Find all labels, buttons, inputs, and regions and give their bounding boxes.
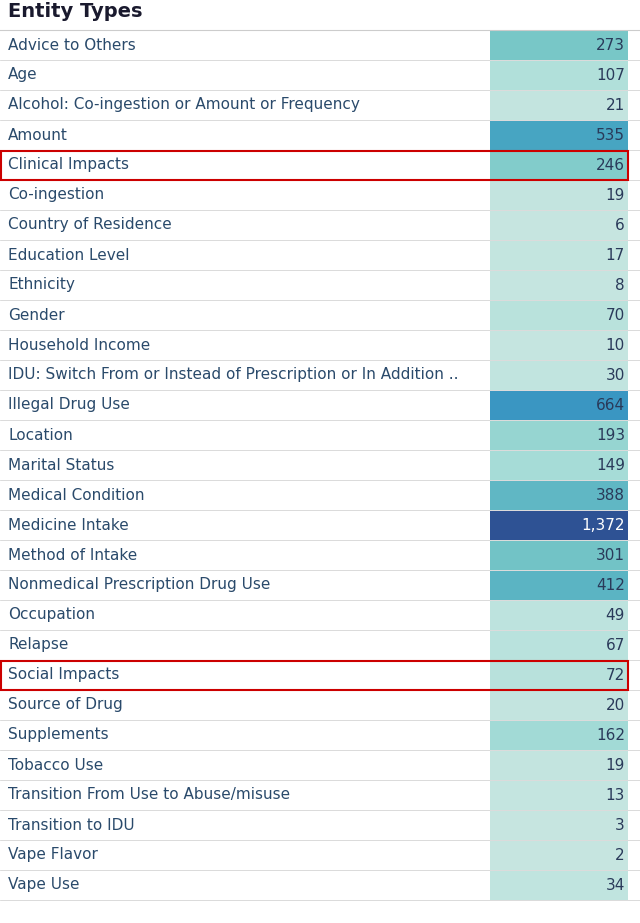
Bar bbox=[490, 570, 628, 600]
Bar bbox=[490, 750, 628, 780]
Text: 3: 3 bbox=[615, 818, 625, 833]
Text: 535: 535 bbox=[596, 127, 625, 142]
Text: Vape Flavor: Vape Flavor bbox=[8, 847, 98, 862]
Bar bbox=[490, 661, 628, 689]
Bar bbox=[490, 870, 628, 900]
Bar bbox=[490, 30, 628, 59]
Bar bbox=[490, 690, 628, 720]
Text: Gender: Gender bbox=[8, 307, 65, 322]
Text: Nonmedical Prescription Drug Use: Nonmedical Prescription Drug Use bbox=[8, 578, 270, 593]
Text: Entity Types: Entity Types bbox=[8, 2, 143, 21]
Bar bbox=[490, 421, 628, 450]
Bar bbox=[490, 121, 628, 150]
Bar bbox=[490, 181, 628, 210]
Text: 10: 10 bbox=[605, 338, 625, 353]
Bar bbox=[490, 541, 628, 569]
Text: 664: 664 bbox=[596, 398, 625, 413]
Text: 193: 193 bbox=[596, 427, 625, 442]
Bar bbox=[490, 841, 628, 869]
Text: Advice to Others: Advice to Others bbox=[8, 38, 136, 53]
Text: Supplements: Supplements bbox=[8, 727, 109, 742]
Bar bbox=[1, 150, 628, 179]
Bar bbox=[490, 601, 628, 629]
Bar bbox=[490, 390, 628, 419]
Bar bbox=[490, 90, 628, 119]
Text: 70: 70 bbox=[605, 307, 625, 322]
Text: 2: 2 bbox=[616, 847, 625, 862]
Bar bbox=[490, 810, 628, 840]
Text: 412: 412 bbox=[596, 578, 625, 593]
Text: Medicine Intake: Medicine Intake bbox=[8, 518, 129, 533]
Text: Vape Use: Vape Use bbox=[8, 878, 79, 893]
Text: Medical Condition: Medical Condition bbox=[8, 487, 145, 502]
Text: 107: 107 bbox=[596, 67, 625, 82]
Text: Transition to IDU: Transition to IDU bbox=[8, 818, 134, 833]
Text: 301: 301 bbox=[596, 547, 625, 562]
Bar bbox=[1, 661, 628, 689]
Text: 17: 17 bbox=[605, 247, 625, 262]
Bar bbox=[490, 330, 628, 359]
Text: Marital Status: Marital Status bbox=[8, 458, 115, 473]
Text: 30: 30 bbox=[605, 367, 625, 382]
Text: Source of Drug: Source of Drug bbox=[8, 698, 123, 713]
Text: 19: 19 bbox=[605, 758, 625, 773]
Text: Illegal Drug Use: Illegal Drug Use bbox=[8, 398, 130, 413]
Text: Household Income: Household Income bbox=[8, 338, 150, 353]
Bar bbox=[490, 301, 628, 330]
Text: 13: 13 bbox=[605, 787, 625, 802]
Text: IDU: Switch From or Instead of Prescription or In Addition ..: IDU: Switch From or Instead of Prescript… bbox=[8, 367, 458, 382]
Bar bbox=[490, 270, 628, 299]
Bar bbox=[490, 721, 628, 749]
Bar bbox=[490, 510, 628, 540]
Bar bbox=[490, 150, 628, 179]
Text: 49: 49 bbox=[605, 607, 625, 622]
Text: Occupation: Occupation bbox=[8, 607, 95, 622]
Text: 72: 72 bbox=[605, 667, 625, 682]
Text: 8: 8 bbox=[616, 278, 625, 293]
Bar bbox=[490, 630, 628, 660]
Bar bbox=[490, 361, 628, 390]
Text: Co-ingestion: Co-ingestion bbox=[8, 187, 104, 202]
Text: Age: Age bbox=[8, 67, 38, 82]
Text: Social Impacts: Social Impacts bbox=[8, 667, 120, 682]
Text: Location: Location bbox=[8, 427, 73, 442]
Bar bbox=[490, 241, 628, 270]
Text: 67: 67 bbox=[605, 638, 625, 653]
Text: Relapse: Relapse bbox=[8, 638, 68, 653]
Text: Country of Residence: Country of Residence bbox=[8, 218, 172, 233]
Text: 21: 21 bbox=[605, 98, 625, 113]
Text: 149: 149 bbox=[596, 458, 625, 473]
Text: 388: 388 bbox=[596, 487, 625, 502]
Text: 19: 19 bbox=[605, 187, 625, 202]
Text: 162: 162 bbox=[596, 727, 625, 742]
Text: Education Level: Education Level bbox=[8, 247, 129, 262]
Bar bbox=[490, 481, 628, 509]
Text: Alcohol: Co-ingestion or Amount or Frequency: Alcohol: Co-ingestion or Amount or Frequ… bbox=[8, 98, 360, 113]
Text: 20: 20 bbox=[605, 698, 625, 713]
Text: 246: 246 bbox=[596, 158, 625, 173]
Text: Transition From Use to Abuse/misuse: Transition From Use to Abuse/misuse bbox=[8, 787, 290, 802]
Bar bbox=[490, 210, 628, 239]
Text: Amount: Amount bbox=[8, 127, 68, 142]
Text: Clinical Impacts: Clinical Impacts bbox=[8, 158, 129, 173]
Bar bbox=[490, 61, 628, 90]
Text: Tobacco Use: Tobacco Use bbox=[8, 758, 103, 773]
Text: Method of Intake: Method of Intake bbox=[8, 547, 137, 562]
Text: 1,372: 1,372 bbox=[582, 518, 625, 533]
Text: 34: 34 bbox=[605, 878, 625, 893]
Text: 6: 6 bbox=[615, 218, 625, 233]
Text: Ethnicity: Ethnicity bbox=[8, 278, 75, 293]
Bar bbox=[490, 450, 628, 480]
Bar bbox=[490, 781, 628, 809]
Text: 273: 273 bbox=[596, 38, 625, 53]
